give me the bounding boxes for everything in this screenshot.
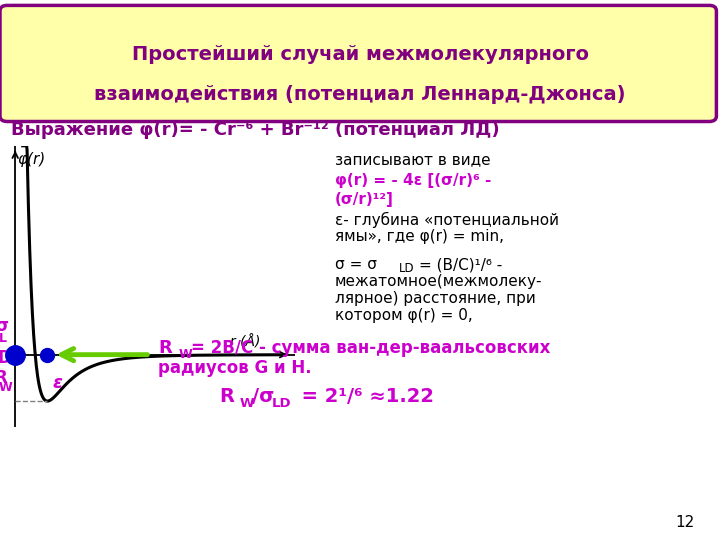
Text: Выражение φ(r)= - Cr⁻⁶ + Br⁻¹² (потенциал ЛД): Выражение φ(r)= - Cr⁻⁶ + Br⁻¹² (потенциа… — [11, 120, 500, 139]
Text: ε- глубина «потенциальной: ε- глубина «потенциальной — [335, 212, 559, 228]
Text: Простейший случай межмолекулярного: Простейший случай межмолекулярного — [132, 44, 588, 64]
Text: W: W — [240, 397, 254, 410]
Text: /σ: /σ — [252, 387, 274, 407]
Text: φ(r): φ(r) — [17, 152, 45, 167]
Text: LD: LD — [272, 397, 292, 410]
Text: W: W — [0, 381, 12, 394]
Text: = 2¹/⁶ ≈1.22: = 2¹/⁶ ≈1.22 — [288, 387, 434, 407]
Text: межатомное(межмолеку-: межатомное(межмолеку- — [335, 274, 542, 289]
Text: σ = σ: σ = σ — [335, 257, 377, 272]
Text: = (B/C)¹/⁶ -: = (B/C)¹/⁶ - — [419, 257, 503, 272]
Text: R: R — [158, 339, 172, 357]
Text: лярное) расстояние, при: лярное) расстояние, при — [335, 291, 536, 306]
Text: σ: σ — [0, 318, 8, 335]
Text: LD: LD — [399, 262, 415, 275]
Text: взаимодействия (потенциал Леннард-Джонса): взаимодействия (потенциал Леннард-Джонса… — [94, 85, 626, 104]
Text: радиусов G и H.: радиусов G и H. — [158, 359, 312, 377]
Text: φ(r) = - 4ε [(σ/r)⁶ -: φ(r) = - 4ε [(σ/r)⁶ - — [335, 173, 491, 188]
Text: D: D — [0, 349, 11, 367]
Text: W: W — [179, 348, 192, 361]
Text: r (Å): r (Å) — [230, 335, 261, 349]
Text: котором φ(r) = 0,: котором φ(r) = 0, — [335, 308, 472, 323]
Text: записывают в виде: записывают в виде — [335, 152, 490, 167]
Text: 12: 12 — [675, 515, 695, 530]
Text: L: L — [0, 332, 6, 345]
Text: R: R — [220, 387, 235, 407]
Text: = 2B/C - сумма ван-дер-ваальсовских: = 2B/C - сумма ван-дер-ваальсовских — [191, 339, 550, 357]
Text: R: R — [0, 369, 7, 387]
Text: ямы», где φ(r) = min,: ямы», где φ(r) = min, — [335, 229, 504, 244]
Text: ε: ε — [53, 374, 62, 392]
Text: (σ/r)¹²]: (σ/r)¹²] — [335, 192, 394, 207]
